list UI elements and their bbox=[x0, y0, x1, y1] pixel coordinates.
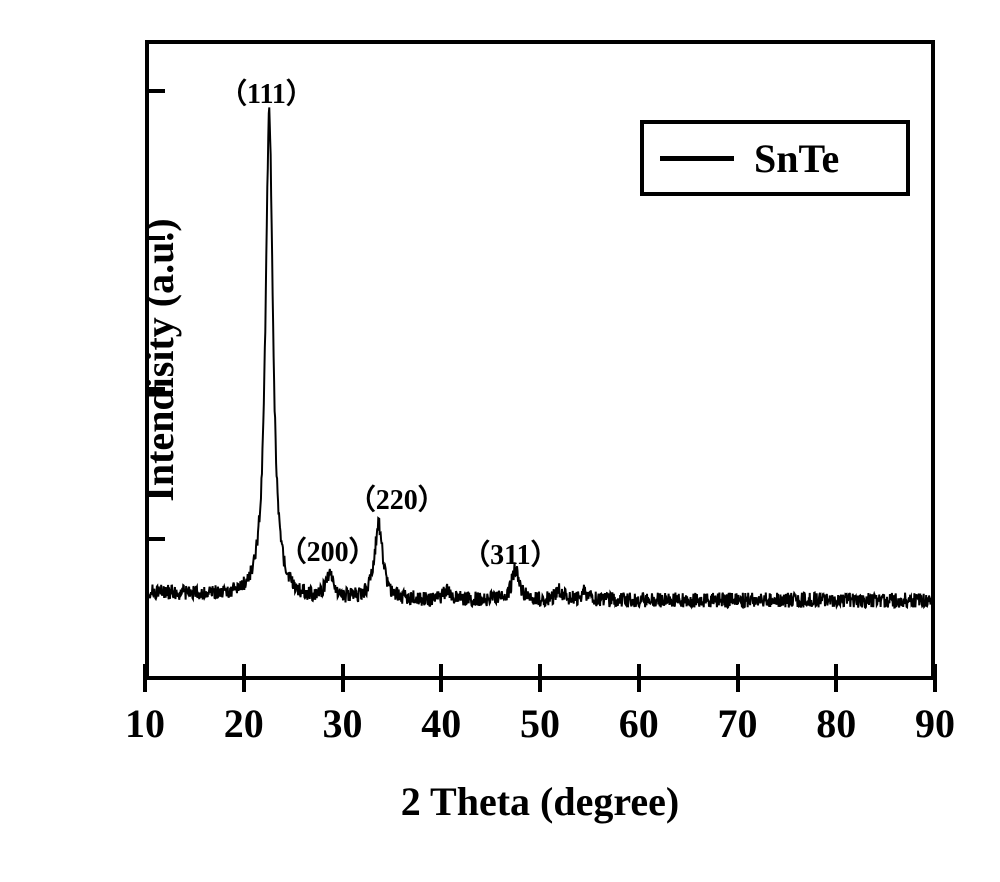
x-tick-label: 50 bbox=[520, 700, 560, 747]
x-tick bbox=[834, 680, 838, 692]
peak-label: （311） bbox=[462, 533, 558, 573]
x-tick-mark bbox=[538, 664, 542, 680]
x-tick-label: 20 bbox=[224, 700, 264, 747]
y-tick-mark bbox=[149, 387, 165, 391]
y-axis-label: Intendisity (a.u.) bbox=[136, 218, 183, 501]
x-tick bbox=[143, 680, 147, 692]
x-tick-mark bbox=[439, 664, 443, 680]
x-tick-mark bbox=[242, 664, 246, 680]
legend: SnTe bbox=[640, 120, 910, 196]
x-tick bbox=[538, 680, 542, 692]
peak-label: （200） bbox=[279, 530, 377, 570]
x-axis-label: 2 Theta (degree) bbox=[145, 778, 935, 825]
x-tick-label: 70 bbox=[718, 700, 758, 747]
legend-text: SnTe bbox=[754, 135, 839, 182]
x-tick-label: 80 bbox=[816, 700, 856, 747]
x-tick bbox=[736, 680, 740, 692]
x-tick-label: 60 bbox=[619, 700, 659, 747]
x-tick-mark bbox=[637, 664, 641, 680]
x-tick bbox=[341, 680, 345, 692]
x-tick-mark bbox=[834, 664, 838, 680]
x-tick-mark bbox=[933, 664, 937, 680]
y-tick-mark bbox=[149, 537, 165, 541]
x-tick bbox=[933, 680, 937, 692]
peak-label: （111） bbox=[219, 72, 314, 112]
xrd-chart: Intendisity (a.u.) 2 Theta (degree) SnTe… bbox=[0, 0, 1000, 882]
x-tick bbox=[439, 680, 443, 692]
x-tick-mark bbox=[341, 664, 345, 680]
x-tick bbox=[242, 680, 246, 692]
y-tick-mark bbox=[149, 236, 165, 240]
x-tick-label: 40 bbox=[421, 700, 461, 747]
x-tick-mark bbox=[736, 664, 740, 680]
legend-line-sample bbox=[660, 156, 734, 161]
x-tick bbox=[637, 680, 641, 692]
x-tick-label: 10 bbox=[125, 700, 165, 747]
peak-label: （220） bbox=[348, 478, 446, 518]
x-tick-mark bbox=[143, 664, 147, 680]
x-tick-label: 90 bbox=[915, 700, 955, 747]
y-tick-mark bbox=[149, 89, 165, 93]
x-tick-label: 30 bbox=[323, 700, 363, 747]
